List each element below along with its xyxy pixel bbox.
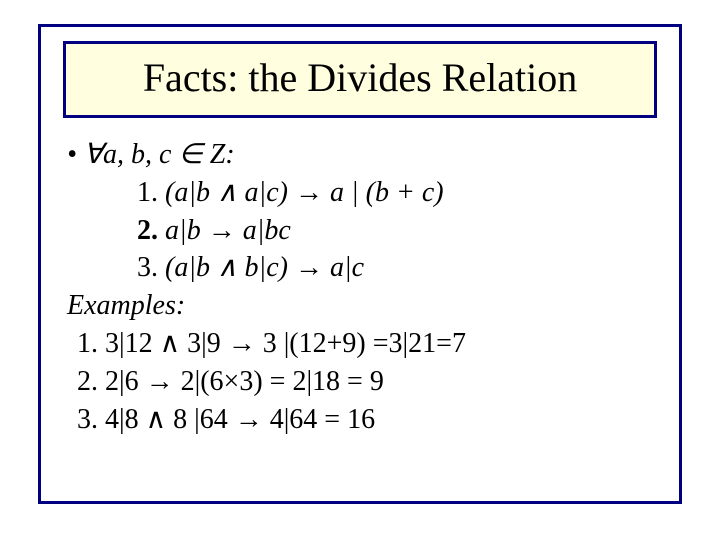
title-box: Facts: the Divides Relation: [63, 41, 657, 118]
fact-3: 3. (a|b ∧ b|c) → a|c: [137, 249, 653, 287]
fact-1-body: (a|b ∧ a|c) → a | (b + c): [165, 177, 444, 208]
fact-3-body: (a|b ∧ b|c) → a|c: [165, 252, 364, 283]
fact-1: 1. (a|b ∧ a|c) → a | (b + c): [137, 174, 653, 212]
examples-label: Examples:: [67, 287, 653, 325]
example-3: 3. 4|8 ∧ 8 |64 → 4|64 = 16: [77, 401, 653, 439]
fact-2-body: a|b → a|bc: [165, 215, 291, 246]
fact-1-num: 1.: [137, 177, 165, 208]
slide-frame: Facts: the Divides Relation • ∀a, b, c ∈…: [38, 24, 682, 504]
fact-2: 2. a|b → a|bc: [137, 212, 653, 250]
fact-3-num: 3.: [137, 252, 165, 283]
slide-title: Facts: the Divides Relation: [66, 54, 654, 101]
slide-content: • ∀a, b, c ∈ Z: 1. (a|b ∧ a|c) → a | (b …: [41, 118, 679, 438]
fact-2-num: 2.: [137, 215, 165, 246]
quantifier-line: • ∀a, b, c ∈ Z:: [67, 136, 653, 174]
example-1: 1. 3|12 ∧ 3|9 → 3 |(12+9) =3|21=7: [77, 325, 653, 363]
example-2: 2. 2|6 → 2|(6×3) = 2|18 = 9: [77, 363, 653, 401]
